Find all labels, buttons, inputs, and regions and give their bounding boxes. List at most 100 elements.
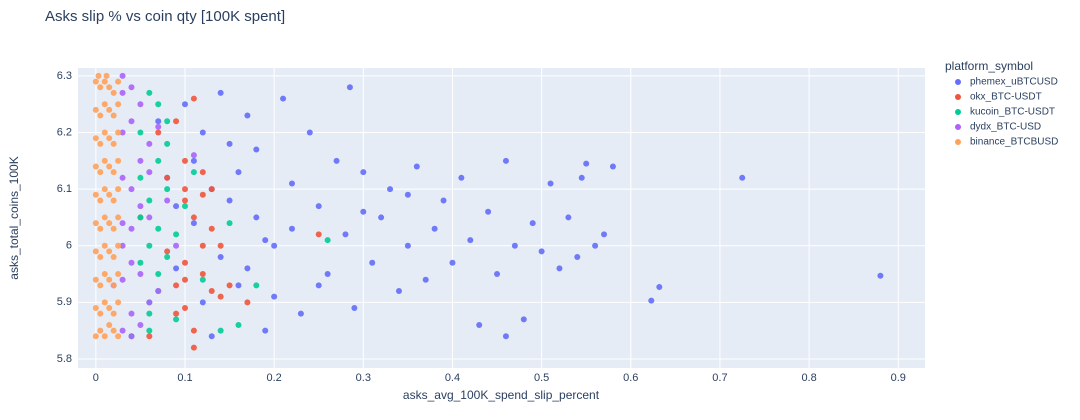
point (137, 101, 144, 108)
x-tick-label: 0.4 (445, 372, 460, 384)
point (110, 169, 117, 176)
point (199, 169, 206, 176)
point (92, 248, 99, 255)
point (601, 231, 608, 238)
point (244, 265, 251, 272)
point (422, 276, 429, 283)
point (101, 101, 108, 108)
point (387, 186, 394, 193)
point (101, 129, 108, 136)
x-tick-label: 0.8 (801, 372, 816, 384)
point (106, 321, 113, 328)
point (324, 271, 331, 278)
point (315, 282, 322, 289)
y-tick-label: 6.1 (57, 183, 72, 195)
point (146, 140, 153, 147)
point (226, 220, 233, 227)
point (574, 254, 581, 261)
point (235, 321, 242, 328)
point (119, 242, 126, 249)
point (288, 180, 295, 187)
point (378, 214, 385, 221)
legend-marker[interactable] (955, 79, 961, 85)
point (110, 140, 117, 147)
point (262, 237, 269, 244)
x-tick-label: 0.6 (623, 372, 638, 384)
point (101, 186, 108, 193)
point (92, 78, 99, 85)
point (110, 89, 117, 96)
point (556, 265, 563, 272)
point (351, 305, 358, 311)
point (92, 305, 99, 311)
point (97, 112, 104, 119)
point (164, 186, 171, 193)
point (137, 321, 144, 328)
point (97, 327, 104, 334)
legend-marker[interactable] (955, 124, 961, 130)
point (128, 259, 135, 266)
point (146, 89, 153, 96)
point (97, 140, 104, 147)
x-tick-label: 0.3 (356, 372, 371, 384)
legend-label[interactable]: phemex_uBTCUSD (970, 77, 1058, 88)
point (101, 242, 108, 249)
point (137, 129, 144, 136)
point (146, 310, 153, 317)
point (511, 242, 518, 249)
point (190, 95, 197, 102)
point (106, 305, 113, 311)
point (115, 78, 122, 85)
point (173, 203, 180, 210)
point (97, 169, 104, 176)
legend-marker[interactable] (955, 94, 961, 100)
x-tick-label: 0.2 (266, 372, 281, 384)
point (106, 276, 113, 283)
point (137, 271, 144, 278)
point (578, 174, 585, 181)
point (404, 191, 411, 198)
point (92, 220, 99, 227)
legend-label[interactable]: okx_BTC-USDT (970, 92, 1042, 103)
point (217, 293, 224, 300)
point (92, 276, 99, 283)
x-tick-label: 0.1 (177, 372, 192, 384)
point (592, 242, 599, 249)
legend-label[interactable]: kucoin_BTC-USDT (970, 107, 1055, 118)
legend-label[interactable]: binance_BTCBUSD (970, 137, 1058, 148)
point (181, 157, 188, 164)
point (395, 288, 402, 295)
point (92, 106, 99, 113)
point (217, 89, 224, 96)
point (190, 327, 197, 334)
x-tick-label: 0.5 (534, 372, 549, 384)
point (181, 305, 188, 311)
point (173, 118, 180, 125)
point (92, 135, 99, 142)
legend-marker[interactable] (955, 139, 961, 145)
point (173, 265, 180, 272)
point (181, 259, 188, 266)
point (656, 284, 663, 291)
point (494, 271, 501, 278)
point (458, 174, 465, 181)
point (97, 84, 104, 91)
point (97, 282, 104, 289)
point (199, 299, 206, 306)
point (119, 327, 126, 334)
point (190, 157, 197, 164)
legend-label[interactable]: dydx_BTC-USD (970, 122, 1041, 133)
point (119, 89, 126, 96)
point (333, 157, 340, 164)
legend-marker[interactable] (955, 109, 961, 115)
point (208, 333, 215, 340)
point (137, 214, 144, 221)
point (110, 327, 117, 334)
point (297, 310, 304, 317)
x-tick-label: 0.9 (891, 372, 906, 384)
point (106, 135, 113, 142)
point (155, 288, 162, 295)
point (119, 72, 126, 79)
x-tick-label: 0.7 (712, 372, 727, 384)
point (190, 214, 197, 221)
